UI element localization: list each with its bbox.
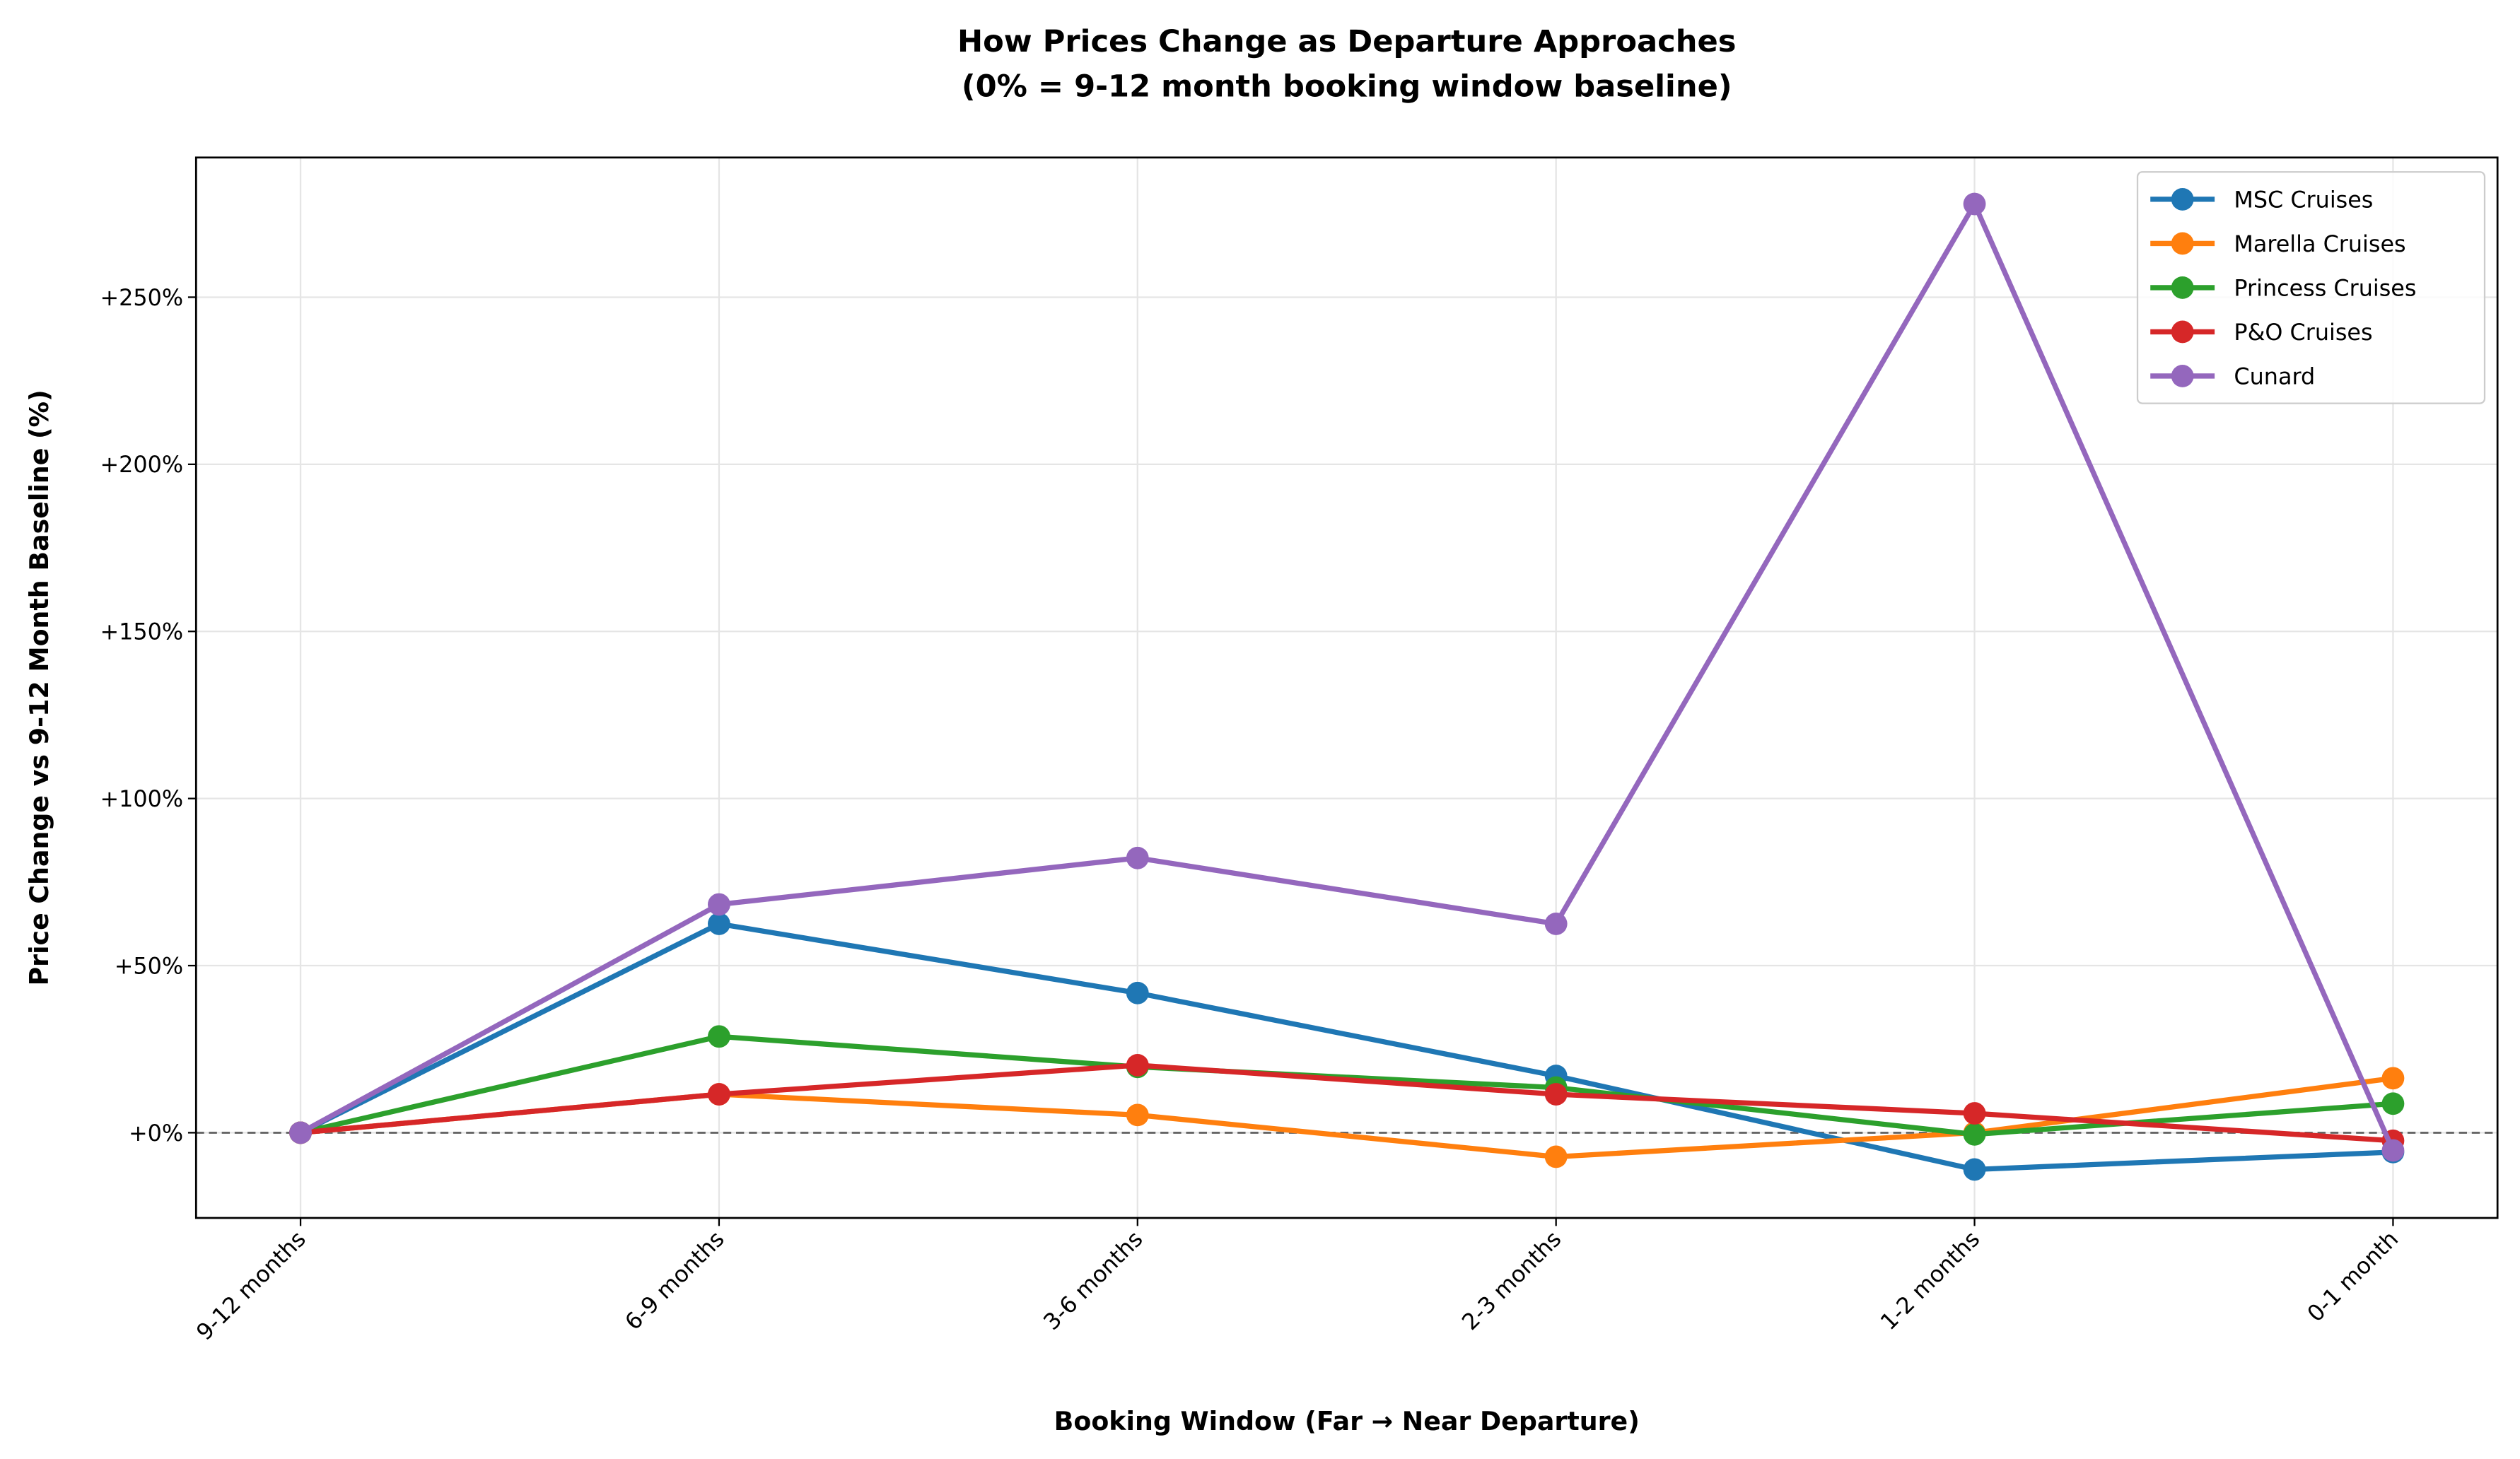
series-line bbox=[299, 201, 2396, 1152]
x-tick-label: 0-1 month bbox=[2302, 1226, 2403, 1328]
legend-box bbox=[2136, 171, 2486, 404]
legend-marker bbox=[2171, 276, 2194, 299]
y-axis-label: Price Change vs 9-12 Month Baseline (%) bbox=[24, 389, 54, 985]
chart-subtitle: (0% = 9-12 month booking window baseline… bbox=[962, 69, 1732, 104]
legend-item: P&O Cruises bbox=[2150, 319, 2373, 346]
y-tick-label: +200% bbox=[100, 451, 184, 478]
y-tick-label: +50% bbox=[115, 952, 183, 979]
legend-item: Cunard bbox=[2150, 363, 2315, 389]
data-point bbox=[2381, 1139, 2405, 1162]
data-point bbox=[2381, 1092, 2405, 1115]
series-princess-cruises bbox=[289, 1025, 2405, 1146]
data-point bbox=[1544, 1083, 1568, 1106]
legend-marker bbox=[2171, 188, 2194, 211]
data-point bbox=[708, 1083, 730, 1106]
plot-frame bbox=[194, 156, 2499, 1219]
y-tick-label: +0% bbox=[129, 1120, 183, 1147]
legend: MSC Cruises Marella Cruises Princess Cruis… bbox=[2136, 171, 2486, 404]
legend-label: P&O Cruises bbox=[2234, 319, 2372, 346]
series-line bbox=[300, 1075, 2393, 1160]
data-point bbox=[1126, 981, 1149, 1004]
x-tick-label: 3-6 months bbox=[1038, 1226, 1148, 1335]
x-tick-label: 9-12 months bbox=[191, 1226, 311, 1346]
legend-item: Marella Cruises bbox=[2150, 230, 2406, 257]
data-point bbox=[708, 1025, 730, 1048]
data-point bbox=[1544, 913, 1568, 935]
series-cunard bbox=[289, 192, 2405, 1162]
data-point bbox=[2381, 1067, 2405, 1090]
legend-marker bbox=[2171, 365, 2194, 387]
data-point bbox=[1126, 1054, 1149, 1077]
legend-label: Cunard bbox=[2234, 363, 2315, 389]
data-point bbox=[1963, 192, 1986, 216]
data-point bbox=[1126, 1103, 1149, 1127]
data-point bbox=[708, 913, 730, 935]
series-line bbox=[300, 1062, 2393, 1144]
series-group bbox=[289, 192, 2405, 1181]
y-tick-label: +250% bbox=[100, 284, 184, 311]
x-tick-label: 6-9 months bbox=[619, 1226, 729, 1335]
legend-marker bbox=[2171, 320, 2194, 344]
chart-title: How Prices Change as Departure Approache… bbox=[957, 24, 1736, 59]
data-point bbox=[1544, 1145, 1568, 1168]
x-tick-label: 1-2 months bbox=[1875, 1226, 1985, 1335]
series-msc-cruises bbox=[289, 913, 2405, 1181]
data-point bbox=[1963, 1123, 1986, 1146]
y-tick-label: +100% bbox=[100, 785, 184, 812]
data-point bbox=[1963, 1158, 1986, 1181]
data-point bbox=[1126, 846, 1149, 869]
data-point bbox=[1963, 1102, 1986, 1125]
legend-marker bbox=[2171, 232, 2194, 255]
x-axis-label: Booking Window (Far → Near Departure) bbox=[1054, 1406, 1640, 1436]
y-tick-label: +150% bbox=[100, 619, 184, 645]
legend-label: Princess Cruises bbox=[2234, 274, 2416, 301]
x-tick-label: 2-3 months bbox=[1457, 1226, 1566, 1335]
legend-item: Princess Cruises bbox=[2150, 274, 2416, 301]
legend-label: Marella Cruises bbox=[2234, 230, 2405, 257]
data-point bbox=[708, 893, 730, 916]
legend-label: MSC Cruises bbox=[2234, 186, 2373, 213]
axes: 9-12 months 6-9 months 3-6 months 2-3 month… bbox=[100, 284, 2404, 1346]
data-point bbox=[289, 1121, 312, 1144]
legend-item: MSC Cruises bbox=[2150, 186, 2373, 213]
series-line bbox=[299, 921, 2393, 1173]
